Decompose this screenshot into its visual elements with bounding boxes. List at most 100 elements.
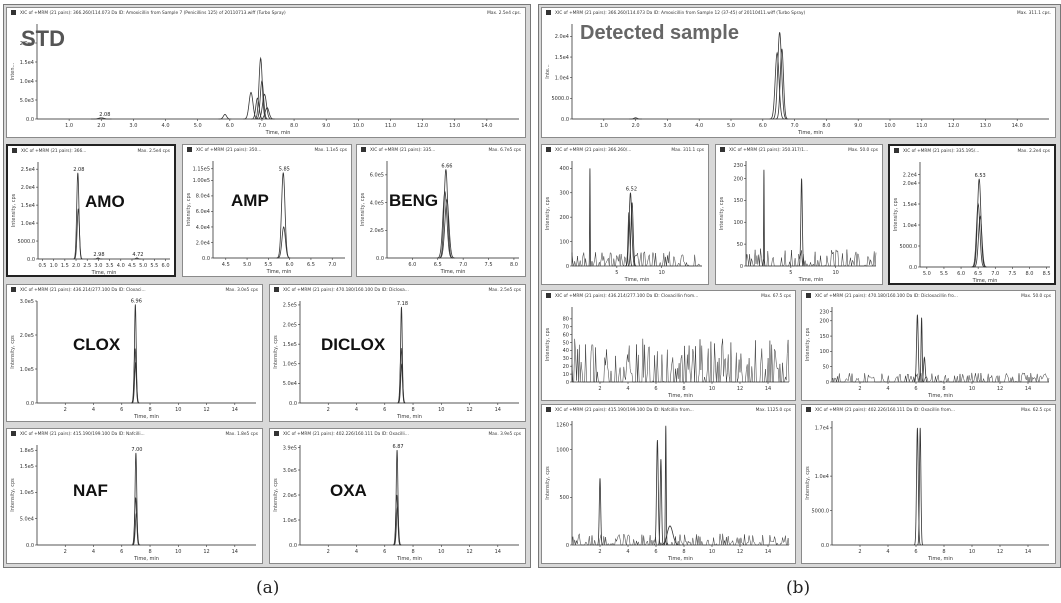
- chromatogram-peak: [658, 459, 664, 546]
- chart-header: XIC of +MRM (21 pairs): 366.260/... Max. …: [542, 145, 708, 157]
- x-tick-label: 10.0: [884, 123, 895, 129]
- chromatogram-peak: [973, 215, 988, 268]
- y-tick-label: 3.0e5: [20, 299, 34, 305]
- y-axis-label: Intensity, cps: [273, 478, 279, 512]
- x-tick-label: 6: [914, 386, 917, 392]
- chromatogram-peak: [392, 494, 401, 546]
- y-tick-label: 60: [563, 332, 569, 338]
- x-tick-label: 8: [148, 407, 151, 413]
- x-tick-label: 12: [737, 386, 743, 392]
- chart-header-text: XIC of +MRM (21 pairs): 415.190/199.100 …: [20, 432, 145, 437]
- y-tick-label: 2.2e4: [903, 172, 917, 178]
- noise-trace: [745, 248, 877, 267]
- x-tick-label: 4: [626, 386, 629, 392]
- peak-label: 7.00: [131, 447, 142, 453]
- y-tick-label: 1000: [556, 447, 569, 453]
- x-tick-label: 14: [1025, 386, 1031, 392]
- y-tick-label: 0.0: [26, 401, 34, 407]
- chart-plot: 2 4 6 8 10 12 14 Time, min 0.0 5.0e4 1.0e5 1.5e5 2.0…: [273, 301, 519, 420]
- y-tick-label: 200: [733, 176, 743, 182]
- x-tick-label: 6.0: [286, 262, 294, 268]
- x-tick-label: 4.0: [117, 263, 125, 269]
- x-tick-label: 8: [682, 549, 685, 555]
- chart-max-text: Max. 67.5 cps: [761, 294, 791, 299]
- y-tick-label: 5000.0: [900, 244, 918, 250]
- y-tick-label: 2.5e4: [21, 167, 35, 173]
- chart-plot: 2 4 6 8 10 12 14 Time, min 0.0 1.0e5 2.0e5 3.0e5 Int…: [10, 298, 256, 420]
- chart-header-text: XIC of +MRM (21 pairs): 470.180/160.100 …: [815, 294, 958, 299]
- chart-plot: 2 4 6 8 10 12 14 Time, min 0 50 100 150 200 230 Intens…: [805, 307, 1050, 399]
- trace-square-icon: [274, 431, 279, 436]
- chromatogram-peak: [762, 169, 766, 267]
- chromatogram-peak: [771, 32, 788, 120]
- x-tick-label: 6.0: [957, 271, 965, 277]
- chromatogram-peak: [971, 202, 986, 268]
- x-tick-label: 13.0: [449, 123, 460, 129]
- chart-header: XIC of +MRM (21 pairs): 350.317/1... Max.…: [716, 145, 882, 157]
- y-tick-label: 2.0e4: [196, 240, 210, 246]
- y-tick-label: 2.0e5: [20, 333, 34, 339]
- y-tick-label: 1.8e5: [20, 448, 34, 454]
- chart-plot: 0.5 1.0 1.5 2.0 2.5 3.0 3.5 4.0 4.5 5.0 5.5 6.0 Time…: [11, 162, 170, 275]
- x-tick-label: 10: [175, 407, 181, 413]
- chromatogram-peak: [132, 257, 142, 260]
- peak-label: 2.08: [73, 167, 84, 173]
- chromatogram-peak: [627, 202, 637, 267]
- chart-header: XIC of +MRM (21 pairs): 335... Max. 6.7e5…: [357, 145, 525, 157]
- trace-square-icon: [806, 293, 811, 298]
- analyte-label: DICLOX: [321, 335, 386, 354]
- x-tick-label: 5: [789, 270, 792, 276]
- y-tick-label: 2.0e5: [370, 228, 384, 234]
- chart-header-text: XIC of +MRM (21 pairs): 415.190/199.100 …: [555, 408, 694, 413]
- x-tick-label: 8: [942, 549, 945, 555]
- x-tick-label: 14: [765, 549, 771, 555]
- x-tick-label: 11.0: [916, 123, 927, 129]
- x-tick-label: 4: [92, 549, 95, 555]
- peak-label: 6.66: [441, 163, 452, 169]
- x-tick-label: 12: [203, 549, 209, 555]
- x-axis-label: Time, min: [927, 393, 953, 399]
- chromatogram-peak: [625, 212, 633, 267]
- x-tick-label: 1.0: [65, 123, 73, 129]
- y-tick-label: 2.0e5: [283, 322, 297, 328]
- x-tick-label: 14.0: [1012, 123, 1023, 129]
- y-tick-label: 2.0e4: [20, 41, 34, 47]
- y-axis-label: Intensity, cps: [805, 327, 811, 361]
- x-tick-label: 4: [886, 386, 889, 392]
- x-tick-label: 9.0: [322, 123, 330, 129]
- x-tick-label: 6.0: [226, 123, 234, 129]
- y-tick-label: 0.0: [289, 543, 297, 549]
- y-tick-label: 50: [563, 340, 569, 346]
- chart-panel-a-oxa: XIC of +MRM (21 pairs): 402.226/160.111 …: [269, 428, 526, 564]
- x-tick-label: 6: [120, 407, 123, 413]
- chart-plot: 5 10 Time, min 0 50 100 150 200 230 Intensity, cp…: [719, 161, 877, 283]
- chart-max-text: Max. 311.1 cps.: [1017, 11, 1051, 16]
- y-tick-label: 2.0e5: [283, 493, 297, 499]
- chart-header: XIC of +MRM (21 pairs): 470.180/160.100 …: [802, 291, 1055, 303]
- x-axis-label: Time, min: [133, 556, 159, 562]
- noise-trace: [571, 338, 790, 383]
- chromatogram-peak: [588, 168, 592, 267]
- chart-plot: 2 4 6 8 10 12 14 Time, min 0.0 1.0e5 2.0e5 3.0e5 3.9…: [273, 444, 519, 562]
- x-tick-label: 12: [737, 549, 743, 555]
- x-tick-label: 6: [914, 549, 917, 555]
- chart-panel-b-top: XIC of +MRM (21 pairs): 366.260/114.073 …: [541, 7, 1056, 138]
- chart-header-text: XIC of +MRM (21 pairs): 350...: [196, 148, 262, 153]
- chart-header: XIC of +MRM (21 pairs): 335.195/... Max. …: [890, 146, 1054, 158]
- peak-label: 4.72: [132, 252, 143, 258]
- chart-header: XIC of +MRM (21 pairs): 366... Max. 2.5e4…: [8, 146, 174, 158]
- x-tick-label: 8.5: [1043, 271, 1051, 277]
- chart-plot: 1.0 2.0 3.0 4.0 5.0 6.0 7.0 8.0 9.0 10.0 11.0 12.0 1…: [10, 24, 519, 136]
- x-tick-label: 14.0: [481, 123, 492, 129]
- peak-label: 6.96: [131, 298, 142, 304]
- chromatogram-peak: [438, 198, 456, 259]
- x-tick-label: 3.0: [129, 123, 137, 129]
- y-tick-label: 4.0e5: [370, 200, 384, 206]
- chromatogram-peak: [629, 117, 642, 120]
- trace-square-icon: [187, 147, 192, 152]
- x-tick-label: 6: [383, 549, 386, 555]
- x-tick-label: 2: [598, 386, 601, 392]
- chart-max-text: Max. 50.0 cps: [1021, 294, 1051, 299]
- chart-plot: 2 4 6 8 10 12 14 Time, min 0 500 1000 1260 Intensity…: [545, 421, 790, 562]
- y-tick-label: 6.0e5: [370, 173, 384, 179]
